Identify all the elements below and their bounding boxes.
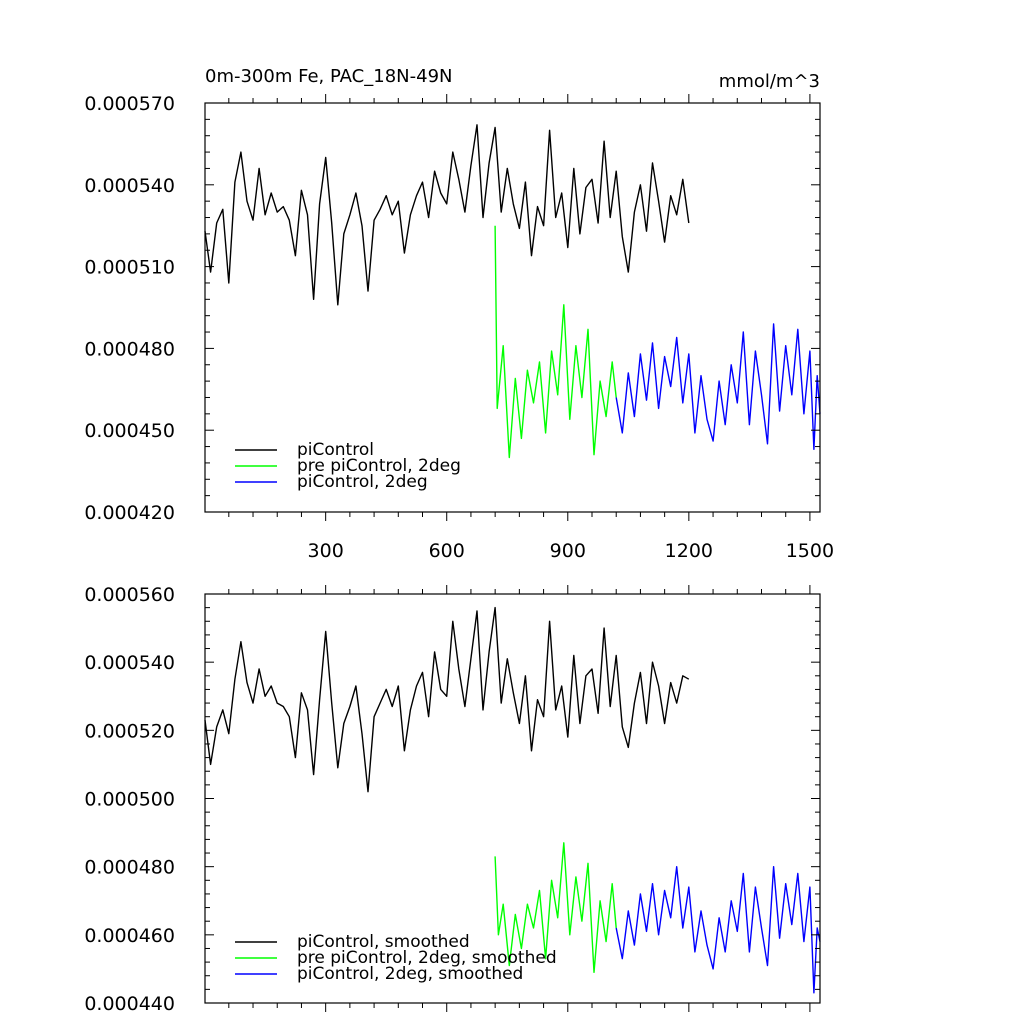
chart-title: 0m-300m Fe, PAC_18N-49N — [205, 66, 452, 87]
x-tick-label: 1200 — [665, 540, 713, 562]
y-tick-label: 0.000480 — [84, 857, 175, 879]
units-label: mmol/m^3 — [719, 71, 820, 92]
series-line-2 — [494, 842, 617, 973]
series-line-3 — [615, 323, 821, 450]
x-tick-label: 300 — [308, 540, 344, 562]
y-tick-label: 0.000570 — [84, 93, 175, 115]
legend-label-1: piControl, smoothed — [297, 932, 470, 952]
series-line-1 — [204, 606, 690, 793]
top-chart-panel: 0m-300m Fe, PAC_18N-49N mmol/m^3 0.00042… — [84, 66, 834, 562]
y-tick-label: 0.000520 — [84, 720, 175, 742]
y-tick-label: 0.000450 — [84, 420, 175, 442]
x-tick-label: 1500 — [786, 540, 834, 562]
y-tick-label: 0.000500 — [84, 789, 175, 811]
x-tick-label: 900 — [550, 540, 586, 562]
y-tick-label: 0.000540 — [84, 652, 175, 674]
y-tick-label: 0.000560 — [84, 584, 175, 606]
y-tick-label: 0.000460 — [84, 925, 175, 947]
y-tick-label: 0.000540 — [84, 175, 175, 197]
y-tick-label: 0.000510 — [84, 257, 175, 279]
x-tick-label: 600 — [429, 540, 465, 562]
series-line-3 — [615, 866, 821, 994]
y-tick-label: 0.000480 — [84, 338, 175, 360]
legend-label-3: piControl, 2deg, smoothed — [297, 964, 523, 984]
legend-label-2: pre piControl, 2deg, smoothed — [297, 948, 557, 968]
legend-label-2: pre piControl, 2deg — [297, 456, 461, 476]
legend-label-3: piControl, 2deg — [297, 472, 428, 492]
series-line-1 — [204, 124, 690, 306]
legend-label-1: piControl — [297, 440, 374, 460]
bottom-chart-panel: 0.000440 0.000460 0.000480 0.000500 0.000520… — [84, 584, 821, 1015]
y-tick-label: 0.000420 — [84, 502, 175, 524]
plot-frame — [204, 102, 821, 513]
series-line-2 — [494, 225, 617, 459]
y-tick-label: 0.000440 — [84, 993, 175, 1015]
